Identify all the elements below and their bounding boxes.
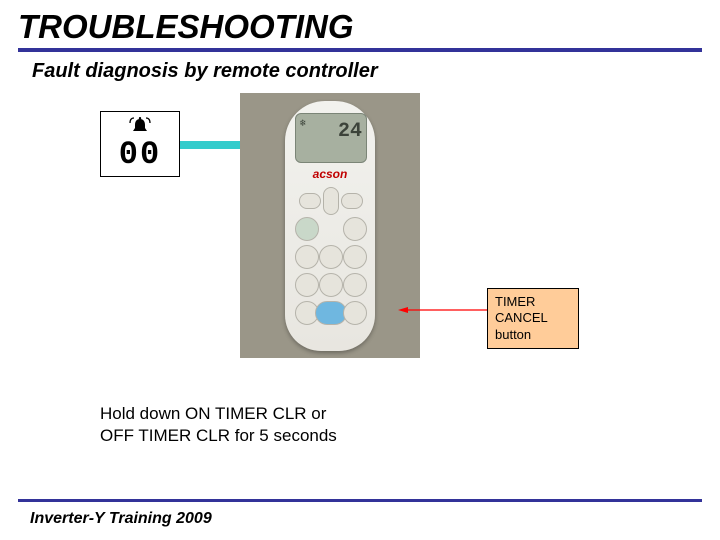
temp-toggle-button (323, 187, 339, 215)
sleep-button (295, 273, 319, 297)
turbo-button (319, 273, 343, 297)
footer-rule (18, 499, 702, 502)
page-title: TROUBLESHOOTING (0, 0, 720, 48)
instruction-line1: Hold down ON TIMER CLR or (100, 403, 337, 425)
instruction-line2: OFF TIMER CLR for 5 seconds (100, 425, 337, 447)
temp-down-button (299, 193, 321, 209)
arrow-to-clr-button (398, 307, 488, 313)
temp-up-button (341, 193, 363, 209)
title-underline (18, 48, 702, 52)
alarm-icon (129, 117, 151, 137)
remote-lcd: ❄ 24 (295, 113, 367, 163)
remote-photo-bg: ❄ 24 acson (240, 93, 420, 358)
mode-button (295, 245, 319, 269)
remote-brand: acson (285, 167, 375, 181)
remote-body: ❄ 24 acson (285, 101, 375, 351)
timer-cancel-line1: TIMER (495, 294, 571, 310)
on-button (295, 217, 319, 241)
off-button (343, 217, 367, 241)
timer-cancel-label: TIMER CANCEL button (487, 288, 579, 349)
fan-button (319, 245, 343, 269)
lcd-temperature: 24 (338, 120, 362, 143)
swing-button (343, 245, 367, 269)
timer-cancel-line3: button (495, 327, 571, 343)
quiet-button (343, 273, 367, 297)
callout-error-code: 00 (100, 111, 180, 177)
timer-cancel-line2: CANCEL (495, 310, 571, 326)
content-area: 00 ❄ 24 acson (0, 83, 720, 453)
footer-text: Inverter-Y Training 2009 (30, 510, 212, 528)
subtitle: Fault diagnosis by remote controller (0, 54, 720, 83)
instruction-text: Hold down ON TIMER CLR or OFF TIMER CLR … (100, 403, 337, 447)
error-code-value: 00 (119, 139, 161, 171)
off-timer-clr-button (343, 301, 367, 325)
lcd-mode-icon: ❄ (300, 118, 306, 130)
